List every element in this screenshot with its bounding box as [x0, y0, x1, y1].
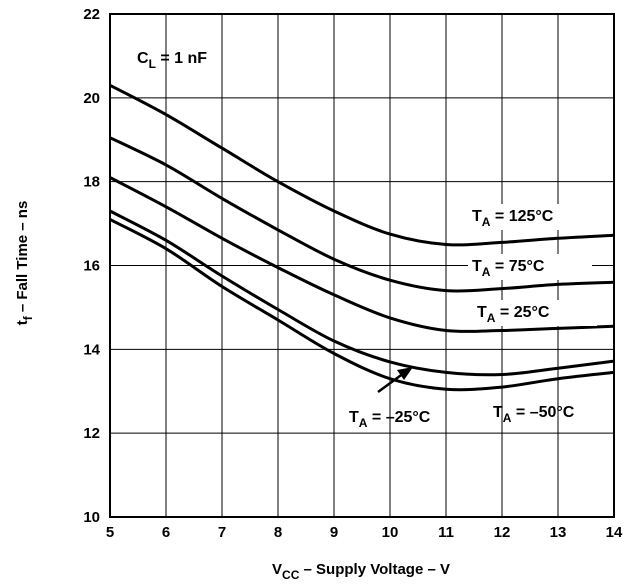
x-tick-label: 10: [382, 524, 399, 541]
series-75c-line: [109, 136, 615, 293]
y-tick-label: 12: [83, 425, 100, 442]
series-minus50c-label: TA = –50°C: [493, 404, 575, 425]
y-axis-label: tf – Fall Time – ns: [14, 201, 35, 326]
label-pointer-arrow: [377, 371, 405, 394]
x-axis-label: VCC – Supply Voltage – V: [272, 561, 450, 582]
x-tick-label: 8: [274, 524, 282, 541]
arrowhead-icon: [397, 367, 413, 380]
series-minus25c-line: [109, 209, 615, 377]
x-tick-label: 5: [106, 524, 114, 541]
load-capacitance-annotation: CL = 1 nF: [137, 50, 207, 71]
plot-frame: [109, 13, 615, 518]
series-25c-line: [109, 176, 615, 334]
x-tick-label: 14: [606, 524, 623, 541]
series-125c-label-bg: [468, 204, 592, 230]
y-tick-label: 20: [83, 90, 100, 107]
series-25c-label-bg: [473, 300, 597, 326]
series-75c-label: TA = 75°C: [472, 258, 545, 279]
tick-labels: 5 6 7 8 9 10 11 12 13 14 10 12 14 16 18 20 22: [83, 6, 623, 541]
x-tick-label: 9: [330, 524, 338, 541]
y-tick-label: 18: [83, 174, 100, 191]
series-75c-label-bg: [468, 254, 592, 280]
series-125c-line: [109, 83, 615, 247]
x-tick-label: 6: [162, 524, 170, 541]
x-tick-label: 12: [494, 524, 511, 541]
x-tick-label: 7: [218, 524, 226, 541]
series-25c-label: TA = 25°C: [477, 304, 550, 325]
y-tick-label: 16: [83, 258, 100, 275]
y-tick-label: 14: [83, 341, 100, 358]
series-minus25c-label: TA = –25°C: [349, 409, 431, 430]
x-tick-label: 13: [550, 524, 567, 541]
y-tick-label: 10: [83, 509, 100, 526]
x-tick-label: 11: [438, 524, 454, 541]
curves: [109, 83, 615, 392]
series-125c-label: TA = 125°C: [472, 208, 554, 229]
series-labels: TA = 125°C TA = 75°C TA = 25°C TA = –25°C TA…: [349, 204, 597, 430]
y-tick-label: 22: [83, 6, 100, 23]
series-minus50c-line: [109, 218, 615, 392]
